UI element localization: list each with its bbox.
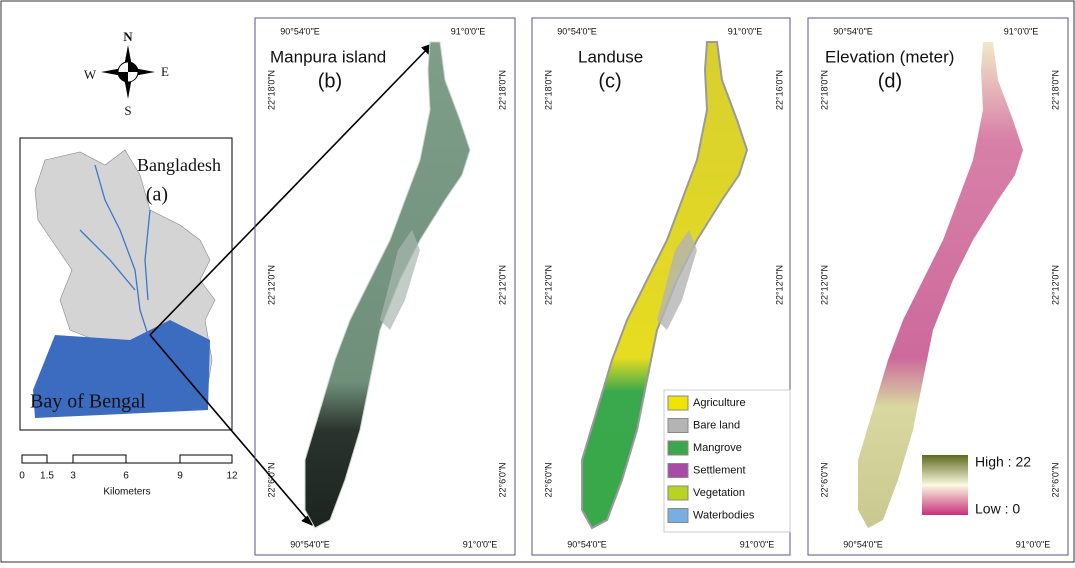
panel-label: (c) <box>598 70 621 92</box>
coord-label: 91°0'0"E <box>451 26 486 36</box>
compass-west: W <box>84 67 97 82</box>
panel-title: Landuse <box>578 47 643 66</box>
panel-label: (d) <box>878 70 902 92</box>
coord-label: 22°16'0"N <box>774 70 784 110</box>
panel-label: (a) <box>146 184 168 206</box>
scale-unit: Kilometers <box>103 487 150 498</box>
sea-label: Bay of Bengal <box>30 391 146 413</box>
scale-tick-label: 6 <box>123 471 129 482</box>
elevation-scale <box>922 455 968 515</box>
panel-title: Manpura island <box>270 47 386 66</box>
coord-label: 22°18'0"N <box>1050 70 1060 110</box>
compass-east: E <box>161 64 169 79</box>
compass-north: N <box>123 29 133 44</box>
scale-tick-label: 3 <box>70 471 76 482</box>
coord-label: 22°12'0"N <box>266 265 276 305</box>
legend-label: Vegetation <box>693 487 745 499</box>
scale-tick-label: 0 <box>19 471 25 482</box>
legend-label: Bare land <box>693 419 740 431</box>
coord-label: 22°18'0"N <box>819 70 829 110</box>
legend-swatch <box>668 509 688 523</box>
coord-label: 22°12'0"N <box>497 265 507 305</box>
panel-label: (b) <box>318 70 342 92</box>
coord-label: 90°54'0"E <box>567 539 607 549</box>
legend-high: High : 22 <box>975 454 1031 470</box>
coord-label: 22°18'0"N <box>497 70 507 110</box>
coord-label: 91°0'0"E <box>463 539 498 549</box>
scale-bar <box>22 455 232 463</box>
coord-label: 22°12'0"N <box>543 265 553 305</box>
legend-swatch <box>668 464 688 478</box>
scale-tick-label: 9 <box>177 471 183 482</box>
legend-label: Settlement <box>693 464 746 476</box>
legend-swatch <box>668 486 688 500</box>
coord-label: 22°6'0"N <box>819 462 829 497</box>
country-label: Bangladesh <box>137 155 221 175</box>
coord-label: 91°0'0"E <box>1016 539 1051 549</box>
coord-label: 91°0'0"E <box>740 539 775 549</box>
panel-title: Elevation (meter) <box>825 47 954 66</box>
compass <box>101 45 155 99</box>
coord-label: 22°6'0"N <box>1050 462 1060 497</box>
coord-label: 90°54'0"E <box>833 26 873 36</box>
scale-tick-label: 1.5 <box>40 471 54 482</box>
legend-swatch <box>668 419 688 433</box>
coord-label: 22°12'0"N <box>774 265 784 305</box>
legend-low: Low : 0 <box>975 501 1020 517</box>
coord-label: 22°18'0"N <box>543 70 553 110</box>
compass-south: S <box>124 103 131 118</box>
coord-label: 22°18'0"N <box>266 70 276 110</box>
legend-label: Mangrove <box>693 442 742 454</box>
coord-label: 91°0'0"E <box>728 26 763 36</box>
coord-label: 22°6'0"N <box>497 462 507 497</box>
coord-label: 22°6'0"N <box>543 462 553 497</box>
scale-tick-label: 12 <box>226 471 238 482</box>
legend-swatch <box>668 441 688 455</box>
coord-label: 90°54'0"E <box>557 26 597 36</box>
legend-label: Agriculture <box>693 397 746 409</box>
coord-label: 22°6'0"N <box>266 462 276 497</box>
coord-label: 91°0'0"E <box>1004 26 1039 36</box>
legend-swatch <box>668 396 688 410</box>
figure: N S E W Bangladesh (a) Bay of Bengal 0 1.… <box>0 0 1075 563</box>
coord-label: 22°12'0"N <box>819 265 829 305</box>
coord-label: 90°54'0"E <box>290 539 330 549</box>
legend-label: Waterbodies <box>693 509 755 521</box>
coord-label: 22°12'0"N <box>1050 265 1060 305</box>
island-image <box>305 42 470 528</box>
coord-label: 90°54'0"E <box>280 26 320 36</box>
coord-label: 90°54'0"E <box>843 539 883 549</box>
